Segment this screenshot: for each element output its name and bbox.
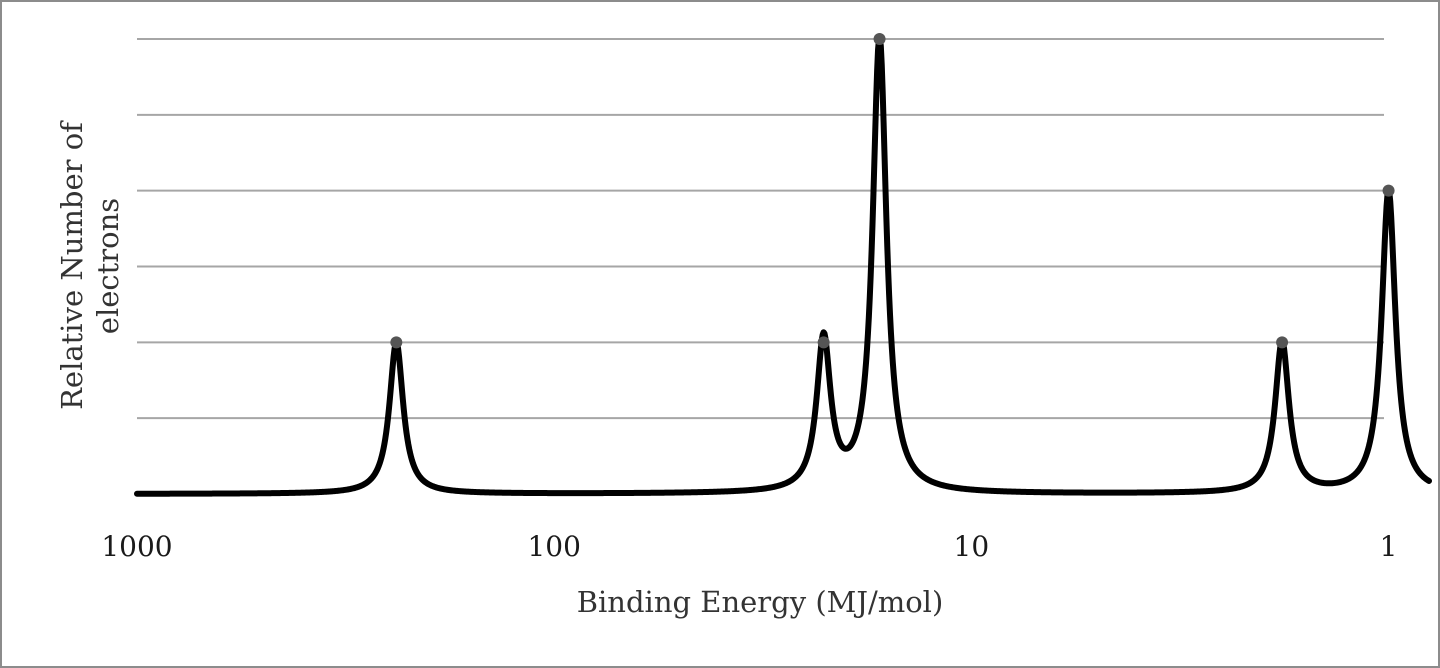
spectrum-series — [134, 36, 1432, 497]
x-tick-labels: 1000 100 10 1 — [101, 530, 1397, 563]
y-axis-title: Relative Number of electrons — [55, 120, 125, 410]
x-tick-label-3: 10 — [954, 530, 990, 563]
x-tick-label-2: 100 — [527, 530, 580, 563]
peak-point-4 — [1276, 336, 1289, 349]
peak-point-5 — [1382, 184, 1395, 197]
x-tick-label-4: 1 — [1380, 530, 1398, 563]
y-axis-title-line-2: electrons — [91, 198, 125, 334]
peak-point-3 — [873, 33, 886, 45]
y-axis-title-line-1: Relative Number of — [55, 120, 89, 410]
peak-markers — [390, 33, 1395, 349]
x-axis-title: Binding Energy (MJ/mol) — [577, 585, 944, 619]
x-tick-label-1: 1000 — [101, 530, 172, 563]
peak-point-2 — [817, 336, 830, 349]
peak-point-1 — [390, 336, 403, 349]
gridlines — [137, 38, 1384, 420]
spectrum-line — [134, 36, 1432, 497]
